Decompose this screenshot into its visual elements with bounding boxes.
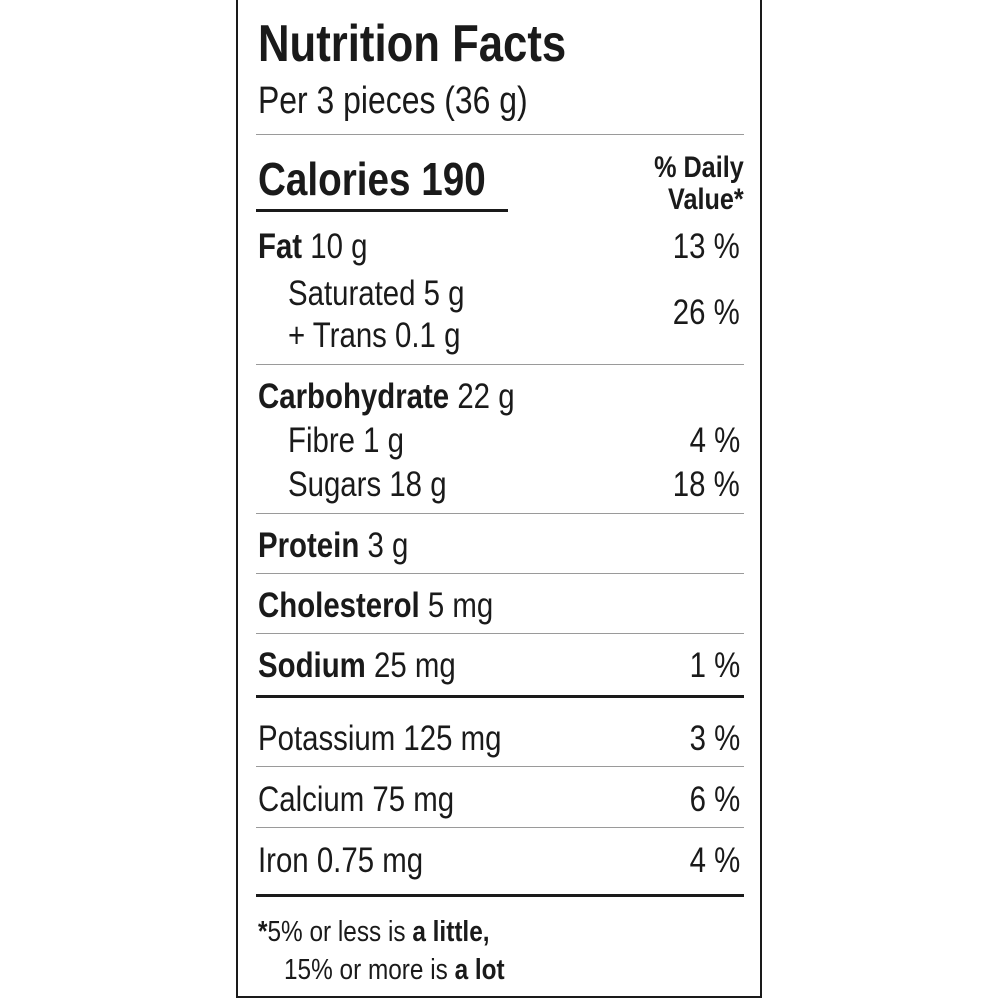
potassium-row: Potassium 125 mg [258, 719, 502, 758]
divider-thick-iron [256, 894, 744, 897]
footnote-line2: 15% or more is a lot [284, 954, 505, 986]
iron-dv: 4 % [689, 841, 740, 880]
protein-row: Protein 3 g [258, 528, 437, 563]
divider-serving [256, 134, 744, 135]
fat-amount: 10 g [310, 227, 368, 266]
sugars-row: Sugars 18 g [288, 465, 447, 504]
daily-value-line2: Value [668, 183, 735, 217]
sodium-row: Sodium 25 mg [258, 648, 493, 683]
potassium-dv: 3 % [689, 719, 740, 758]
protein-name: Protein [258, 526, 360, 565]
label-title: Nutrition Facts [258, 15, 567, 73]
fat-row: Fat 10 g [258, 229, 388, 264]
sodium-name: Sodium [258, 646, 366, 685]
serving-size: Per 3 pieces (36 g) [258, 80, 528, 122]
divider-calcium [256, 827, 744, 828]
carbohydrate-name: Carbohydrate [258, 377, 450, 416]
cholesterol-name: Cholesterol [258, 586, 420, 625]
cholesterol-row: Cholesterol 5 mg [258, 588, 538, 623]
fibre-row: Fibre 1 g [288, 421, 405, 460]
iron-row: Iron 0.75 mg [258, 841, 424, 880]
calories-underline [256, 209, 508, 212]
divider-potassium [256, 766, 744, 767]
saturated-row: Saturated 5 g [288, 274, 465, 313]
divider-cholesterol [256, 633, 744, 634]
calcium-row: Calcium 75 mg [258, 780, 455, 819]
divider-thick-sodium [256, 695, 744, 698]
fibre-dv: 4 % [689, 421, 740, 460]
protein-amount: 3 g [367, 526, 409, 565]
calcium-dv: 6 % [689, 780, 740, 819]
carbohydrate-row: Carbohydrate 22 g [258, 379, 563, 414]
fat-dv: 13 % [672, 227, 740, 266]
divider-protein [256, 573, 744, 574]
calories: Calories 190 [258, 153, 486, 205]
saturated-trans-dv: 26 % [672, 293, 740, 332]
sodium-amount: 25 mg [373, 646, 456, 685]
cholesterol-amount: 5 mg [427, 586, 494, 625]
daily-value-header: % Daily Value* [637, 151, 744, 217]
daily-value-line1: % Daily [654, 151, 744, 184]
footnote-star: * [258, 916, 268, 948]
carbohydrate-amount: 22 g [457, 377, 515, 416]
sugars-dv: 18 % [672, 465, 740, 504]
footnote-line1: *5% or less is a little, [258, 916, 490, 948]
sodium-dv: 1 % [689, 646, 740, 685]
daily-value-star: * [734, 183, 744, 217]
fat-name: Fat [258, 227, 303, 266]
nutrition-facts-label: Nutrition Facts Per 3 pieces (36 g) Calo… [236, 0, 762, 998]
trans-row: + Trans 0.1 g [288, 316, 461, 355]
divider-fat [256, 364, 744, 365]
divider-carbohydrate [256, 513, 744, 514]
